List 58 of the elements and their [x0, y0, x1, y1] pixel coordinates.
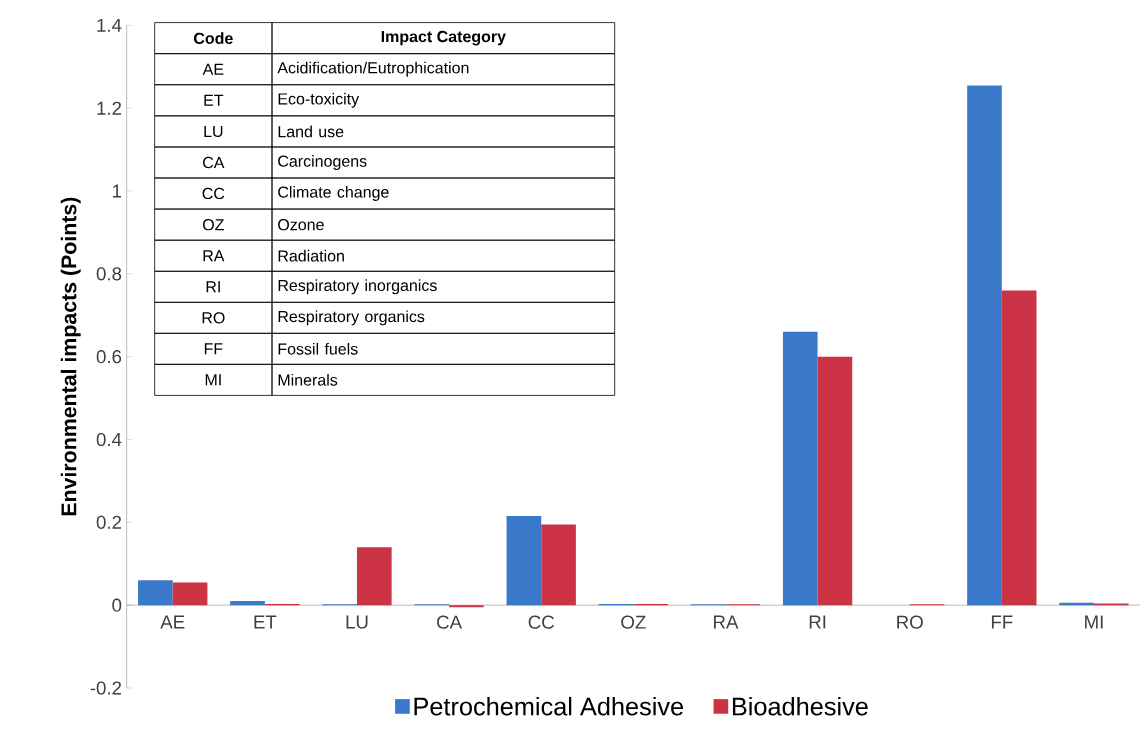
- y-tick-label: 1.2: [97, 101, 122, 115]
- annotation: Land use: [278, 125, 344, 138]
- annotation: MI: [205, 374, 221, 386]
- bar: [541, 524, 576, 606]
- annotation: Fossil fuels: [278, 342, 358, 355]
- y-tick-label: -0.2: [90, 681, 122, 695]
- annotation: Eco-toxicity: [278, 92, 360, 108]
- annotation: RA: [203, 250, 225, 262]
- y-tick-label: 0: [112, 598, 122, 612]
- x-tick-label: FF: [991, 615, 1013, 629]
- annotation: Radiation: [278, 249, 344, 262]
- annotation: Respiratory organics: [278, 310, 425, 326]
- bar: [230, 601, 265, 606]
- annotation: Ozone: [278, 219, 324, 231]
- bar: [356, 547, 392, 606]
- y-tick-label: 1.4: [97, 18, 122, 32]
- annotation: ET: [204, 94, 224, 106]
- annotation: Acidification/Eutrophication: [277, 61, 469, 77]
- y-tick-label: 0.8: [96, 267, 122, 281]
- annotation: RO: [202, 312, 225, 324]
- annotation: Minerals: [278, 374, 338, 386]
- x-tick-label: CA: [437, 615, 463, 629]
- annotation: OZ: [202, 219, 224, 231]
- bar: [967, 85, 1002, 606]
- x-tick-label: OZ: [621, 615, 646, 629]
- annotation: Code: [193, 32, 233, 44]
- bar: [138, 580, 173, 606]
- x-tick-label: RA: [714, 615, 739, 629]
- annotation: Respiratory inorganics: [278, 279, 437, 295]
- annotation: FF: [204, 343, 223, 355]
- annotation: Carcinogens: [278, 155, 367, 170]
- y-tick-label: 1: [113, 184, 122, 198]
- y-tick-label: 0.6: [96, 350, 122, 364]
- bar: [782, 331, 818, 606]
- legend-label: Petrochemical Adhesive: [414, 696, 684, 716]
- x-tick-label: RO: [897, 615, 923, 629]
- bar: [172, 582, 208, 606]
- legend-label: Bioadhesive: [732, 696, 868, 716]
- x-tick-label: RI: [809, 615, 826, 629]
- y-axis-title: Environmental impacts (Points): [60, 197, 81, 516]
- x-tick-label: MI: [1085, 615, 1103, 629]
- bar: [449, 605, 484, 608]
- y-tick-label: 0.2: [96, 515, 122, 529]
- annotation: CA: [203, 156, 225, 169]
- bar: [817, 356, 853, 606]
- y-tick-label: 0.4: [96, 432, 122, 447]
- bar: [506, 516, 542, 606]
- bar: [1001, 290, 1037, 606]
- x-tick-label: LU: [346, 615, 368, 629]
- x-tick-label: CC: [528, 615, 554, 629]
- x-tick-label: ET: [254, 615, 277, 629]
- annotation: LU: [204, 125, 223, 138]
- annotation: AE: [202, 63, 224, 75]
- annotation: Impact Category: [381, 30, 506, 46]
- annotation: RI: [206, 281, 220, 293]
- x-tick-label: AE: [160, 615, 185, 629]
- annotation: CC: [202, 187, 225, 200]
- annotation: Climate change: [278, 186, 389, 201]
